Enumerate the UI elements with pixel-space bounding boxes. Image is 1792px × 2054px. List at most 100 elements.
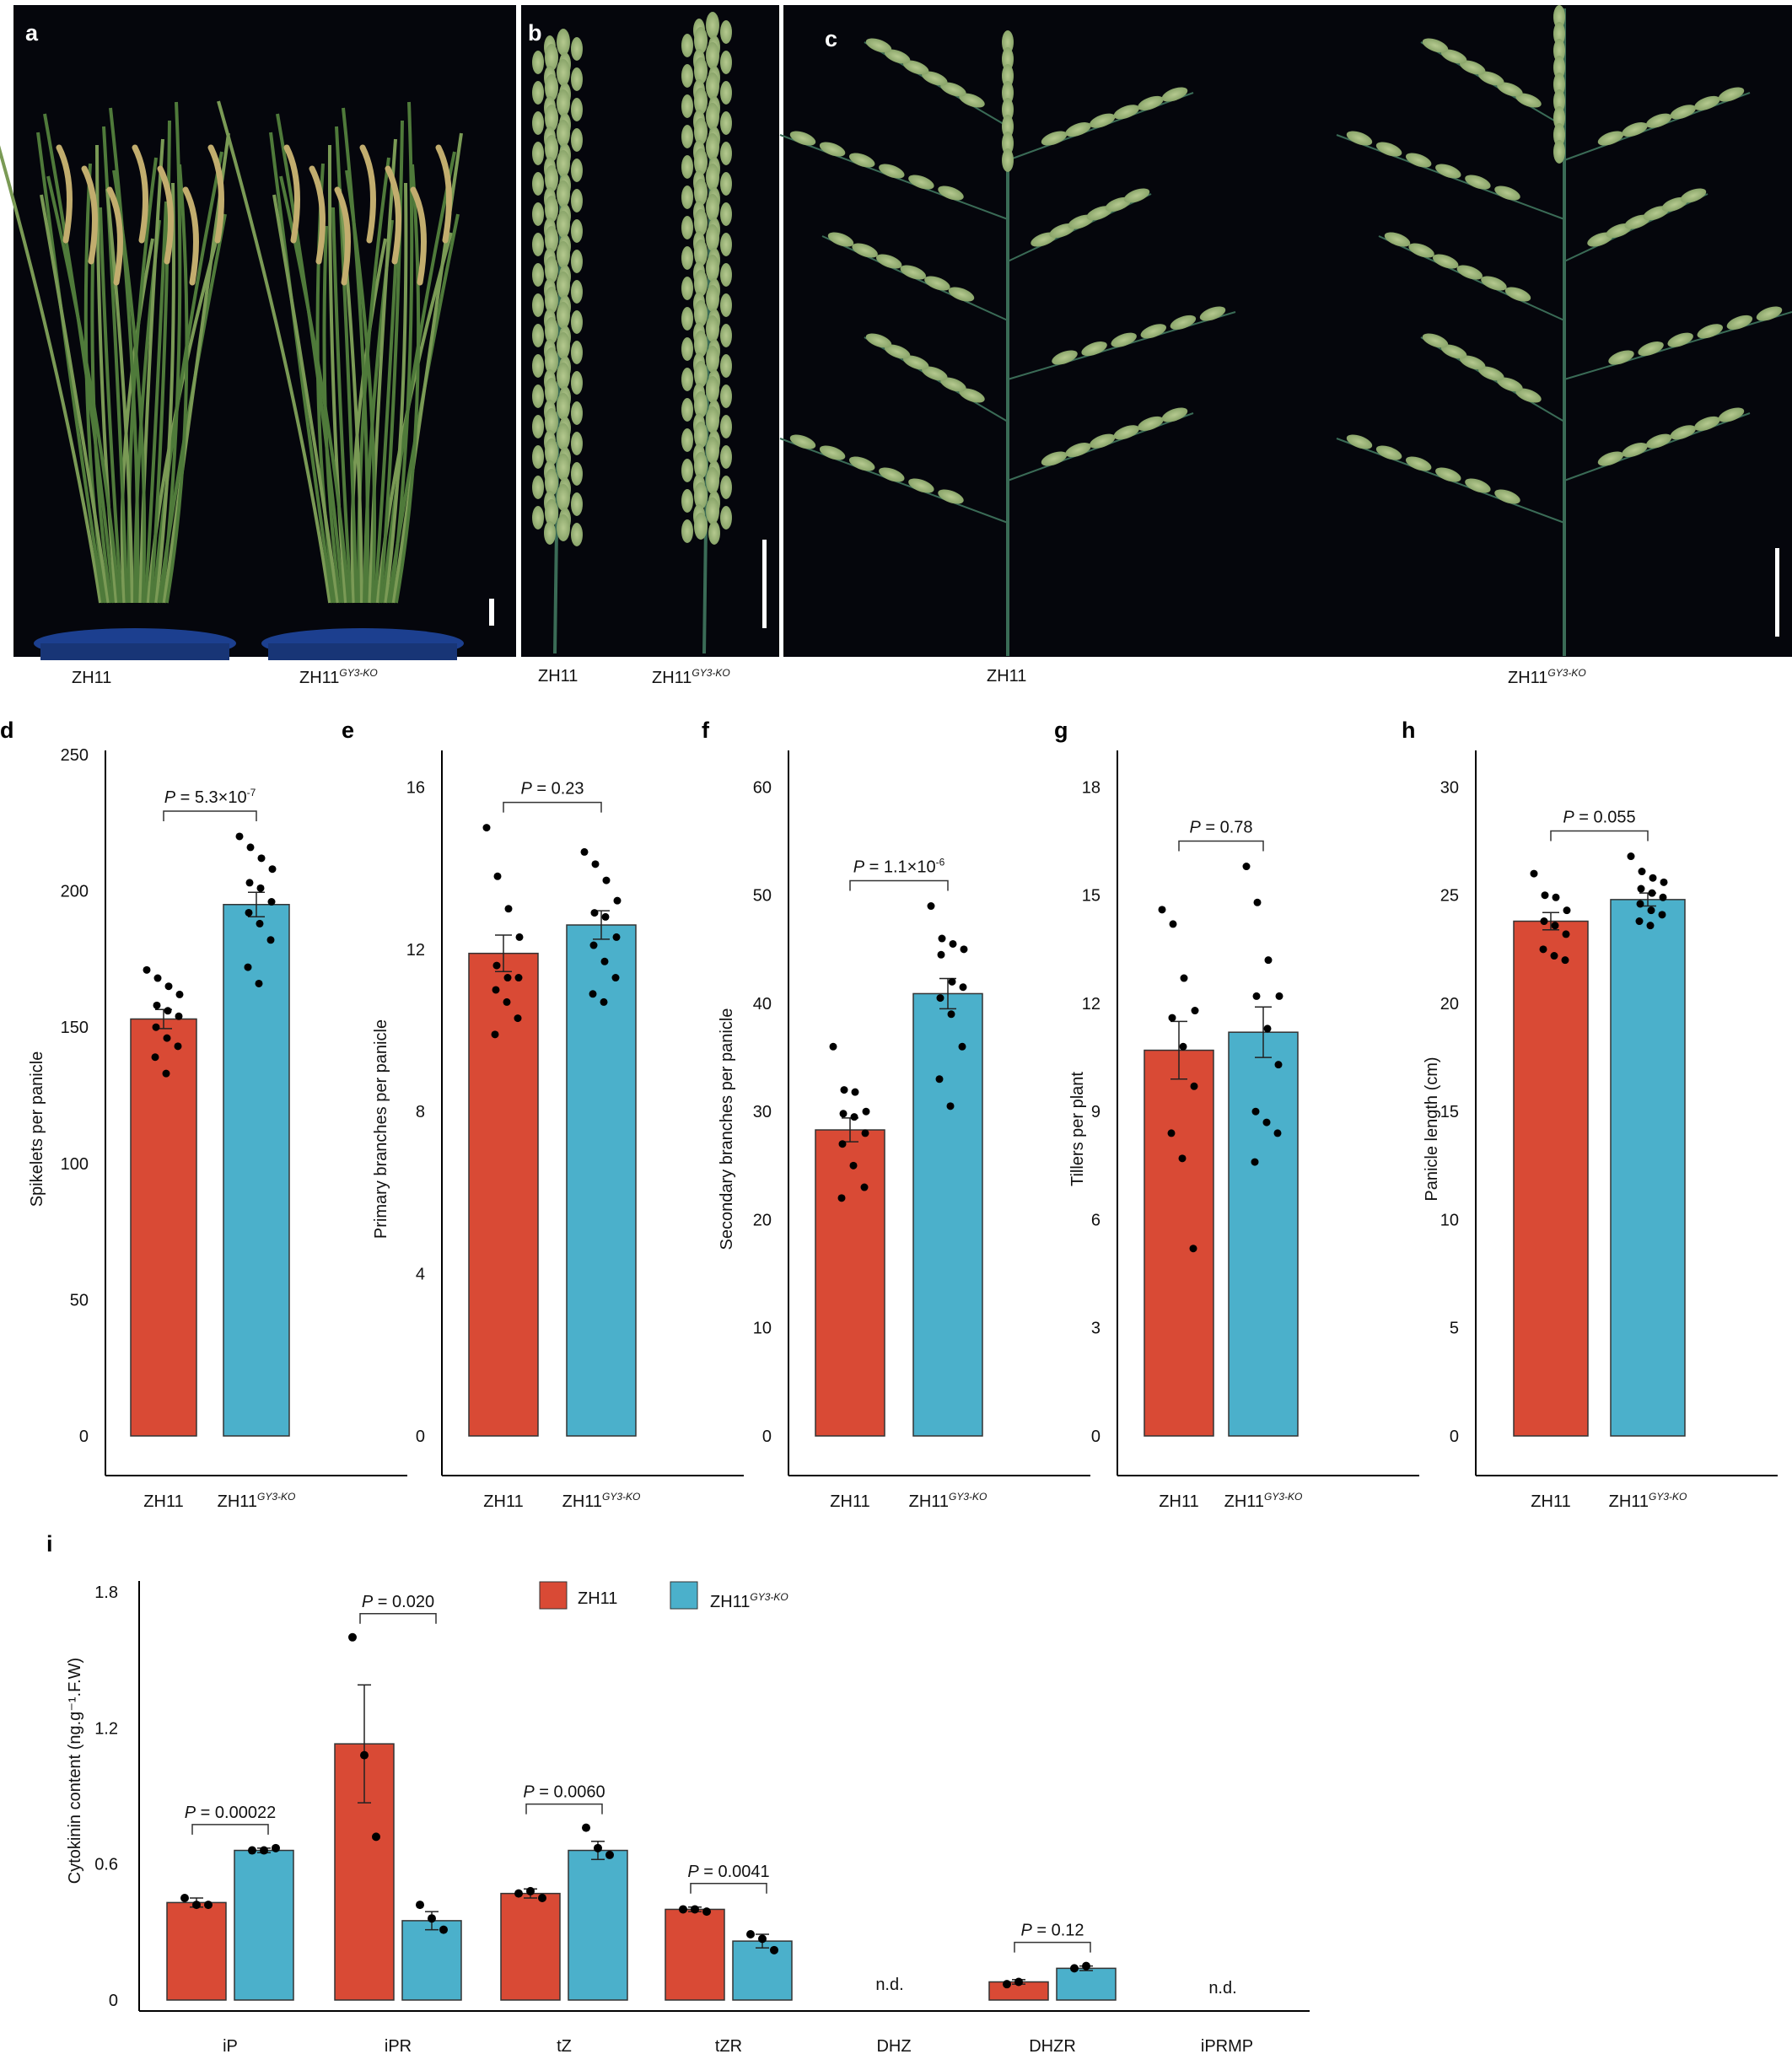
grain [1002,30,1014,54]
grain [532,476,544,499]
data-point [860,1183,869,1191]
scale-bar-b [762,540,767,628]
panicle-droop [56,144,73,244]
grain [571,189,583,212]
grain [819,142,846,157]
grain [1435,164,1461,179]
rice-plant [217,100,464,660]
panicles-side-view-illustration [532,12,732,654]
data-point [482,824,491,832]
grain [1081,341,1107,357]
grain [1645,113,1672,128]
p-value: = 0.055 [1574,809,1636,827]
data-point [204,1901,213,1910]
grain [571,159,583,182]
grain [532,506,544,530]
grain [571,98,583,121]
data-point [255,979,263,987]
grain [1440,49,1467,64]
grain [1553,22,1565,46]
data-point [679,1905,687,1914]
data-point [1253,898,1262,906]
data-point [416,1901,424,1910]
grain [1459,355,1486,370]
grain [720,233,732,256]
data-point [838,1140,847,1148]
data-point [248,1846,256,1855]
grain [789,434,816,449]
data-point [244,963,252,971]
data-point [1275,992,1283,1000]
grain [1608,350,1634,365]
grain [1515,93,1542,108]
grain [571,67,583,91]
panicle-droop [283,144,300,244]
grain [681,246,693,270]
grain [557,211,570,238]
grain [706,376,719,403]
grain [1405,456,1432,471]
data-point [959,983,967,992]
bar-zh11 [500,1892,561,2001]
y-tick-label: 0 [762,1428,772,1446]
grain [902,355,929,370]
grain [545,469,558,496]
y-tick-label: 12 [1082,995,1100,1014]
grain [1670,105,1697,120]
data-point [180,1894,189,1902]
data-point [514,1889,523,1898]
data-point [272,1843,280,1852]
y-tick-label: 20 [753,1211,772,1229]
data-point [163,1034,171,1042]
y-tick-label: 15 [1440,1103,1459,1121]
caption-b-zh11: ZH11 [538,667,578,686]
data-point [1647,906,1655,915]
photo-panel-c: c [779,5,1792,657]
data-point [1191,1007,1199,1015]
data-point [947,1010,955,1019]
scale-bar-c [1775,548,1779,637]
pot-body [268,643,457,660]
grain [681,398,693,422]
grain [557,302,570,329]
leaf-stem [36,132,105,604]
significance-bracket [503,801,602,813]
grain [1002,148,1014,172]
data-point [1251,1107,1260,1116]
grain [1123,188,1150,203]
y-axis-label: Primary branches per panicle [372,1019,390,1239]
caption-c-ko: ZH11GY3-KO [1508,667,1586,687]
grain [720,293,732,317]
data-point [266,936,275,944]
panicle-droop [435,144,452,244]
chart-panel-f: f 0 10 20 30 40 50 60 Secondary branches per pan… [702,718,1090,1511]
data-point [1252,992,1261,1000]
grain [1553,73,1565,96]
data-point [175,1012,183,1020]
data-point [245,879,254,887]
grain [940,377,966,392]
x-tick-label-base: ZH11 [218,1492,257,1511]
data-point [1561,956,1569,965]
chart-panel-e: e 0 4 8 12 16 Primary branches per panicle ZH11… [342,718,744,1511]
grain [532,354,544,378]
data-point [514,1014,522,1023]
bar-zh11 [166,1901,227,2001]
grain [720,263,732,287]
data-point [948,977,956,986]
data-point [590,909,599,917]
grain [1670,425,1697,440]
p-symbol: P [520,780,532,798]
data-point [503,974,512,982]
grain [1422,38,1449,53]
data-point [1003,1980,1011,1989]
data-point [1251,1158,1259,1166]
p-value-label: P = 1.1×10-6 [853,857,945,877]
y-tick-label: 25 [1440,887,1459,906]
bar-zh11 [468,952,539,1437]
grain [720,20,732,44]
x-tick-label-base: ZH11 [1224,1492,1264,1511]
x-category-label: iP [223,2037,238,2054]
y-tick-label: 12 [406,941,425,960]
